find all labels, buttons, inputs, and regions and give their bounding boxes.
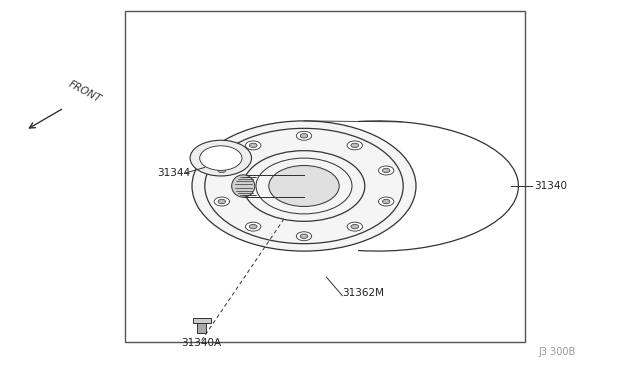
- Ellipse shape: [232, 175, 255, 197]
- Circle shape: [192, 121, 416, 251]
- Circle shape: [246, 222, 261, 231]
- Bar: [197, 323, 206, 333]
- Circle shape: [382, 199, 390, 204]
- Circle shape: [218, 168, 226, 173]
- Text: 31340A: 31340A: [182, 338, 221, 348]
- Circle shape: [269, 166, 339, 206]
- Circle shape: [347, 141, 362, 150]
- Circle shape: [300, 234, 308, 238]
- Circle shape: [351, 224, 358, 229]
- Text: J3 300B: J3 300B: [539, 347, 576, 357]
- Circle shape: [296, 131, 312, 140]
- Circle shape: [378, 197, 394, 206]
- Circle shape: [378, 166, 394, 175]
- Circle shape: [347, 222, 362, 231]
- Bar: [125, 11, 525, 342]
- Circle shape: [300, 134, 308, 138]
- Circle shape: [190, 140, 252, 176]
- Circle shape: [351, 143, 358, 148]
- Text: 31340: 31340: [534, 181, 568, 191]
- Text: 31344: 31344: [157, 168, 190, 178]
- Circle shape: [382, 168, 390, 173]
- Circle shape: [214, 166, 230, 175]
- Circle shape: [250, 143, 257, 148]
- Circle shape: [218, 199, 226, 204]
- Circle shape: [200, 146, 242, 170]
- Bar: [193, 318, 211, 323]
- Circle shape: [296, 232, 312, 241]
- Circle shape: [214, 197, 230, 206]
- Text: FRONT: FRONT: [67, 79, 103, 104]
- Circle shape: [250, 224, 257, 229]
- Text: 31362M: 31362M: [342, 288, 385, 298]
- Circle shape: [246, 141, 261, 150]
